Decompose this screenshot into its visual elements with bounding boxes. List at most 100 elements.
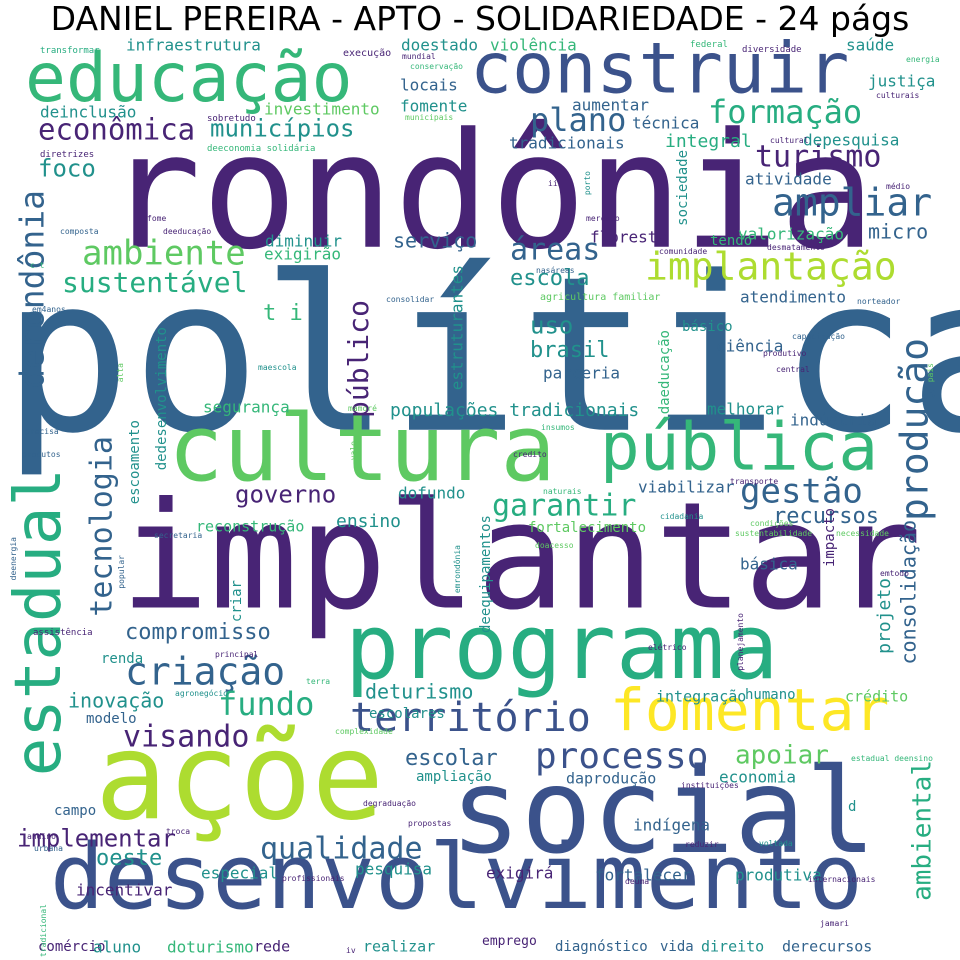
word-d: d bbox=[848, 799, 856, 815]
word-agricultura-familiar: agricultura familiar bbox=[540, 292, 660, 303]
word-fortalecer: fortalecer bbox=[595, 865, 692, 884]
word-basica: básica bbox=[740, 554, 798, 573]
word-municipais: municipais bbox=[405, 113, 453, 122]
word-investimento: investimento bbox=[264, 99, 380, 118]
word-ambiente: ambiente bbox=[82, 234, 246, 274]
word-troca: troca bbox=[166, 827, 190, 836]
word-complexidade: complexidade bbox=[335, 727, 393, 736]
word-reconstrucao: reconstrução bbox=[196, 518, 304, 536]
word-capacitacao: capacitação bbox=[792, 332, 845, 341]
word-incentivar: incentivar bbox=[76, 880, 173, 899]
word-ampliar: ampliar bbox=[772, 181, 932, 225]
word-central: central bbox=[776, 365, 810, 374]
word-dedesenvolvimento: dedesenvolvimento bbox=[154, 327, 170, 470]
word-fome: fome bbox=[147, 214, 166, 223]
word-depesquisa: depesquisa bbox=[803, 130, 899, 149]
word-doestado: doestado bbox=[401, 35, 478, 54]
word-conservacao: conservação bbox=[410, 62, 463, 71]
word-diversidade: diversidade bbox=[742, 45, 802, 55]
word-deturismo: deturismo bbox=[365, 680, 473, 704]
word-politica: política bbox=[2, 230, 960, 481]
word-naturais: naturais bbox=[543, 487, 582, 496]
word-publica: pública bbox=[600, 408, 878, 485]
word-principal: principal bbox=[215, 650, 259, 659]
word-acoe: açõe bbox=[95, 709, 384, 848]
word-tendo: tendo bbox=[710, 233, 752, 249]
word-apoiar: apoiar bbox=[735, 740, 829, 770]
word-pesquisa: pesquisa bbox=[355, 859, 432, 878]
word-tradicionais: tradicionais bbox=[509, 133, 625, 152]
word-territorio: território bbox=[350, 695, 591, 741]
word-vida: vida bbox=[660, 939, 694, 955]
word-programa: programa bbox=[345, 595, 778, 700]
word-servico: serviço bbox=[393, 229, 477, 253]
word-valorizacao: valorização bbox=[738, 224, 844, 243]
word-industria: indústria bbox=[790, 410, 877, 429]
word-social: social bbox=[450, 742, 876, 880]
word-emtodo: emtodo bbox=[880, 569, 909, 578]
word-garantir: garantir bbox=[492, 488, 637, 523]
word-parceria: parceria bbox=[543, 363, 620, 382]
word-inovacao: inovação bbox=[68, 689, 164, 713]
word-processo: processo bbox=[535, 736, 708, 777]
word-implantacao: implantação bbox=[645, 245, 897, 289]
word-humano: humano bbox=[745, 687, 796, 703]
word-basico: básico bbox=[682, 319, 733, 335]
word-tradicional: tradicional bbox=[39, 904, 48, 957]
word-fortalecimento: fortalecimento bbox=[528, 520, 646, 536]
word-infraestrutura: infraestrutura bbox=[126, 35, 261, 54]
word-especial: especial bbox=[201, 863, 278, 882]
word-deequipamentos: deequipamentos bbox=[478, 515, 494, 633]
word-consolidar: consolidar bbox=[386, 295, 434, 304]
word-economica: econômica bbox=[38, 113, 195, 147]
word-escoamento: escoamento bbox=[127, 420, 143, 504]
word-agronegocio: agronegócio bbox=[175, 688, 228, 698]
word-aluno: aluno bbox=[93, 937, 141, 956]
word-profissionais: profissionais bbox=[282, 874, 345, 883]
word-cidadania: cidadania bbox=[660, 512, 704, 521]
word-implementar: implementar bbox=[17, 825, 176, 853]
word-produtos: produtos bbox=[22, 450, 61, 459]
word-rondonia: rondônia bbox=[105, 98, 876, 285]
word-uso: uso bbox=[530, 312, 573, 340]
word-turismo: turismo bbox=[755, 139, 881, 174]
word-modelo: modelo bbox=[86, 711, 137, 727]
word-diminuir: diminuir bbox=[265, 231, 342, 250]
word-recursos: recursos bbox=[773, 504, 879, 529]
word-dofundo: dofundo bbox=[398, 483, 465, 502]
word-deeducacao: deeducação bbox=[163, 227, 211, 236]
word-escola: escola bbox=[510, 266, 589, 291]
word-renda: renda bbox=[101, 651, 143, 667]
word-mundial: mundial bbox=[402, 52, 436, 61]
word-composta: composta bbox=[60, 227, 99, 236]
word-terra: terra bbox=[306, 677, 330, 686]
word-jamari: jamari bbox=[820, 919, 849, 928]
page-title: DANIEL PEREIRA - APTO - SOLIDARIEDADE - … bbox=[50, 0, 910, 38]
word-gestao: gestão bbox=[740, 472, 863, 512]
word-doacesso: doacesso bbox=[535, 541, 574, 550]
word-ambiental: ambiental bbox=[907, 760, 937, 901]
word-precisa: precisa bbox=[25, 427, 59, 436]
word-instituicoes: instituições bbox=[681, 781, 739, 790]
word-desenvolvimento: desenvolvimento bbox=[50, 825, 863, 930]
word-alta: alta bbox=[116, 363, 125, 382]
word-governo: governo bbox=[235, 481, 336, 509]
word-maescola: maescola bbox=[258, 363, 297, 372]
word-internacionais: internacionais bbox=[808, 875, 876, 884]
word-sustentavel: sustentável bbox=[62, 266, 247, 299]
word-medio: médio bbox=[886, 181, 910, 191]
word-desmatamento: desmatamento bbox=[767, 243, 825, 252]
word-municipios: municípios bbox=[210, 115, 355, 143]
word-visando: visando bbox=[123, 719, 249, 754]
word-produtiva: produtiva bbox=[735, 865, 822, 884]
word-estadual: estadual bbox=[2, 468, 76, 776]
word-federal: federal bbox=[690, 40, 728, 50]
word-necessidade: necessidade bbox=[836, 529, 889, 538]
word-norteador: norteador bbox=[857, 297, 901, 306]
word-formacao: formação bbox=[708, 93, 862, 131]
word-atividade: atividade bbox=[745, 169, 832, 188]
word-implantar: implantar bbox=[120, 470, 922, 642]
word-deinclusao: deinclusão bbox=[40, 102, 136, 121]
word-energia: energia bbox=[906, 55, 940, 64]
